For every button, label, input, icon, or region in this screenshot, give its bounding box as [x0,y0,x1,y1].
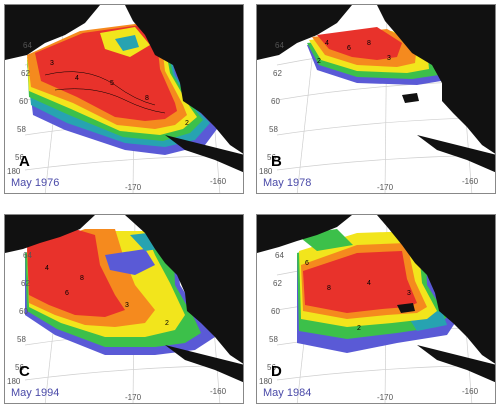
lat-tick: 58 [17,335,26,344]
lon-tick: -160 [462,387,479,396]
lat-tick: 60 [271,97,280,106]
contour-label: 2 [185,120,189,127]
contour-label: 6 [65,290,69,297]
contour-label: 4 [45,265,49,272]
lon-tick: -160 [210,387,227,396]
lat-tick: 56 [267,153,276,162]
lat-tick: 58 [269,125,278,134]
lon-tick: -160 [462,177,479,186]
sea-blue-bay-c [105,249,155,275]
contour-label: 2 [165,320,169,327]
panel-letter-d: D [271,363,282,380]
map-canvas-d: 6 8 4 3 2 [257,215,495,403]
panel-letter-b: B [271,153,282,170]
map-canvas-c: 4 6 8 3 2 [5,215,243,403]
map-canvas-b: 4 6 2 8 3 [257,5,495,193]
lat-tick: 62 [273,69,282,78]
land-peninsula-b [417,135,495,173]
land-alaska-b [377,5,495,154]
lat-tick: 64 [275,251,284,260]
contour-lines-a [44,71,166,114]
lon-tick: -170 [377,393,394,402]
contour-label: 2 [317,58,321,65]
lat-tick: 56 [15,153,24,162]
lat-tick: 60 [19,97,28,106]
lon-tick: -170 [125,393,142,402]
panel-letter-a: A [19,153,30,170]
lat-tick: 64 [275,41,284,50]
lat-tick: 62 [21,279,30,288]
map-panel-b: 4 6 2 8 3 64 62 60 58 56 -170 -160 180 B… [256,4,496,194]
sea-red-c [27,229,125,317]
lon-tick: -170 [125,183,142,192]
lon-tick: 180 [7,167,21,176]
panel-date-a: May 1976 [11,177,60,189]
contour-label: 8 [145,95,149,102]
sea-teal-bay-a [115,35,139,51]
land-peninsula-c [165,345,243,383]
map-canvas-a: 3 4 5 8 2 [5,5,243,193]
lat-tick: 64 [23,41,32,50]
lat-tick: 62 [273,279,282,288]
contour-label: 3 [407,290,411,297]
panel-date-c: May 1994 [11,387,60,399]
contour-label: 4 [75,75,79,82]
contour-label: 3 [50,60,54,67]
lon-tick: 180 [7,377,21,386]
contour-label: 5 [110,80,114,87]
lat-tick: 60 [19,307,28,316]
contour-label: 2 [357,325,361,332]
land-alaska-a [125,5,243,154]
land-peninsula-a [165,135,243,173]
contour-labels-c: 4 6 8 3 2 [45,265,169,327]
contour-label: 3 [125,302,129,309]
land-siberia-c [5,215,95,253]
island-d [397,303,415,313]
contour-label: 8 [367,40,371,47]
panel-letter-c: C [19,363,30,380]
contour-label: 8 [80,275,84,282]
land-alaska-d [377,215,495,364]
land-alaska-c [125,215,243,364]
map-panel-d: 6 8 4 3 2 64 62 60 58 56 -170 -160 180 D… [256,214,496,404]
lat-tick: 56 [267,363,276,372]
lat-tick: 58 [269,335,278,344]
contour-labels-b: 4 6 2 8 3 [317,40,391,65]
sea-red-d [303,251,417,313]
lon-tick: 180 [259,167,273,176]
land-siberia-b [257,5,352,60]
panel-date-d: May 1984 [263,387,312,399]
lat-tick: 60 [271,307,280,316]
sea-red-b [317,27,402,60]
lat-tick: 58 [17,125,26,134]
contour-labels-a: 3 4 5 8 2 [50,60,189,127]
contour-label: 4 [325,40,329,47]
island-b [402,93,419,103]
map-panel-a: 3 4 5 8 2 64 62 60 58 56 -170 -160 180 A… [4,4,244,194]
lat-tick: 56 [15,363,24,372]
lon-tick: -160 [210,177,227,186]
contour-label: 4 [367,280,371,287]
contour-label: 3 [387,55,391,62]
lon-tick: -170 [377,183,394,192]
panel-date-b: May 1978 [263,177,312,189]
lat-tick: 64 [23,251,32,260]
land-siberia-d [257,215,352,253]
lon-tick: 180 [259,377,273,386]
lat-tick: 62 [21,69,30,78]
land-peninsula-d [417,345,495,383]
land-siberia-a [5,5,100,60]
contour-labels-d: 6 8 4 3 2 [305,260,411,332]
map-panel-c: 4 6 8 3 2 64 62 60 58 56 -170 -160 180 C… [4,214,244,404]
contour-label: 6 [305,260,309,267]
contour-label: 8 [327,285,331,292]
contour-label: 6 [347,45,351,52]
